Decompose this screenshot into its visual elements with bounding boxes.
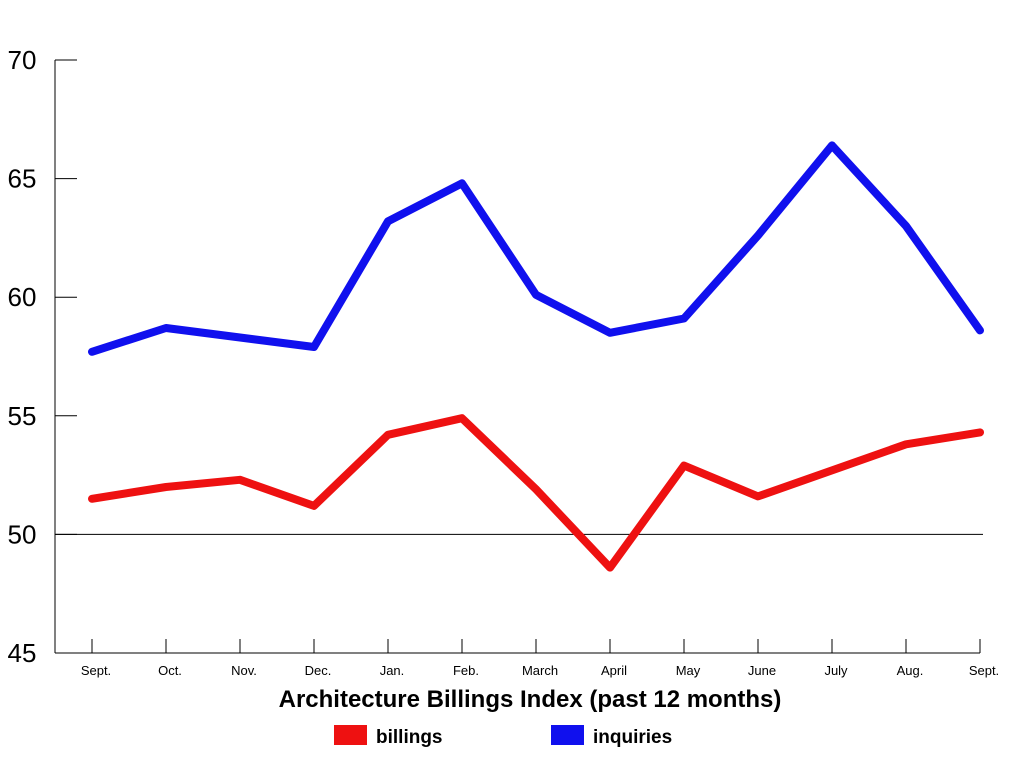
y-tick-label: 55 [8, 401, 37, 431]
x-tick-label: Sept. [81, 663, 111, 678]
x-tick-label: July [824, 663, 848, 678]
y-tick-label: 65 [8, 164, 37, 194]
x-tick-label: April [601, 663, 627, 678]
y-tick-label: 45 [8, 638, 37, 668]
legend-swatch-billings [334, 725, 367, 745]
series-line-inquiries [88, 141, 984, 356]
y-tick-label: 60 [8, 282, 37, 312]
legend-label-inquiries: inquiries [593, 727, 672, 748]
x-tick-label: Dec. [305, 663, 332, 678]
x-tick-label: March [522, 663, 558, 678]
y-tick-label: 50 [8, 519, 37, 549]
y-axis-ticks: 45 50 55 60 65 70 [8, 45, 77, 668]
x-tick-label: Sept. [969, 663, 999, 678]
series-lines [88, 141, 984, 572]
y-tick-label: 70 [8, 45, 37, 75]
x-tick-label: Jan. [380, 663, 405, 678]
x-tick-label: Feb. [453, 663, 479, 678]
chart-title: Architecture Billings Index (past 12 mon… [279, 686, 782, 713]
legend: billings inquiries [334, 725, 672, 748]
x-tick-label: May [676, 663, 701, 678]
legend-swatch-inquiries [551, 725, 584, 745]
axes [54, 60, 983, 654]
series-line-billings [88, 414, 984, 572]
x-axis-ticks: Sept. Oct. Nov. Dec. Jan. Feb. March April May Ju… [81, 639, 999, 678]
legend-label-billings: billings [376, 727, 443, 748]
x-tick-label: Aug. [897, 663, 924, 678]
x-tick-label: Nov. [231, 663, 257, 678]
x-tick-label: Oct. [158, 663, 182, 678]
x-tick-label: June [748, 663, 776, 678]
